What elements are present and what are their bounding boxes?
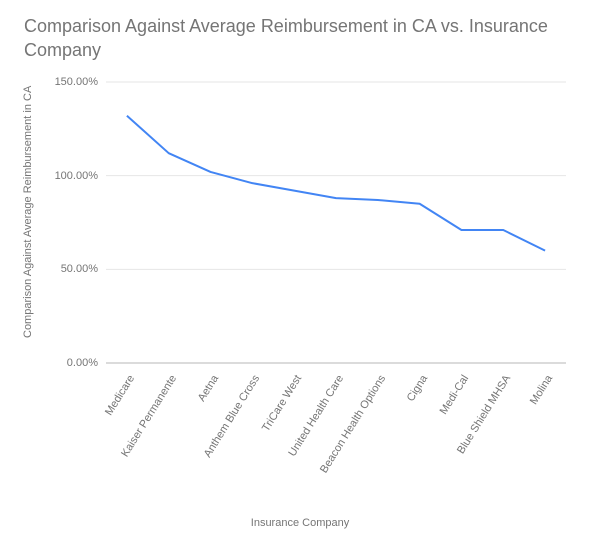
x-axis-label: Insurance Company xyxy=(0,517,600,529)
y-tick-label: 0.00% xyxy=(42,357,98,369)
y-tick-label: 50.00% xyxy=(42,263,98,275)
reimbursement-chart: Comparison Against Average Reimbursement… xyxy=(0,0,600,547)
y-tick-label: 150.00% xyxy=(42,76,98,88)
data-line xyxy=(127,116,545,251)
y-tick-label: 100.00% xyxy=(42,170,98,182)
